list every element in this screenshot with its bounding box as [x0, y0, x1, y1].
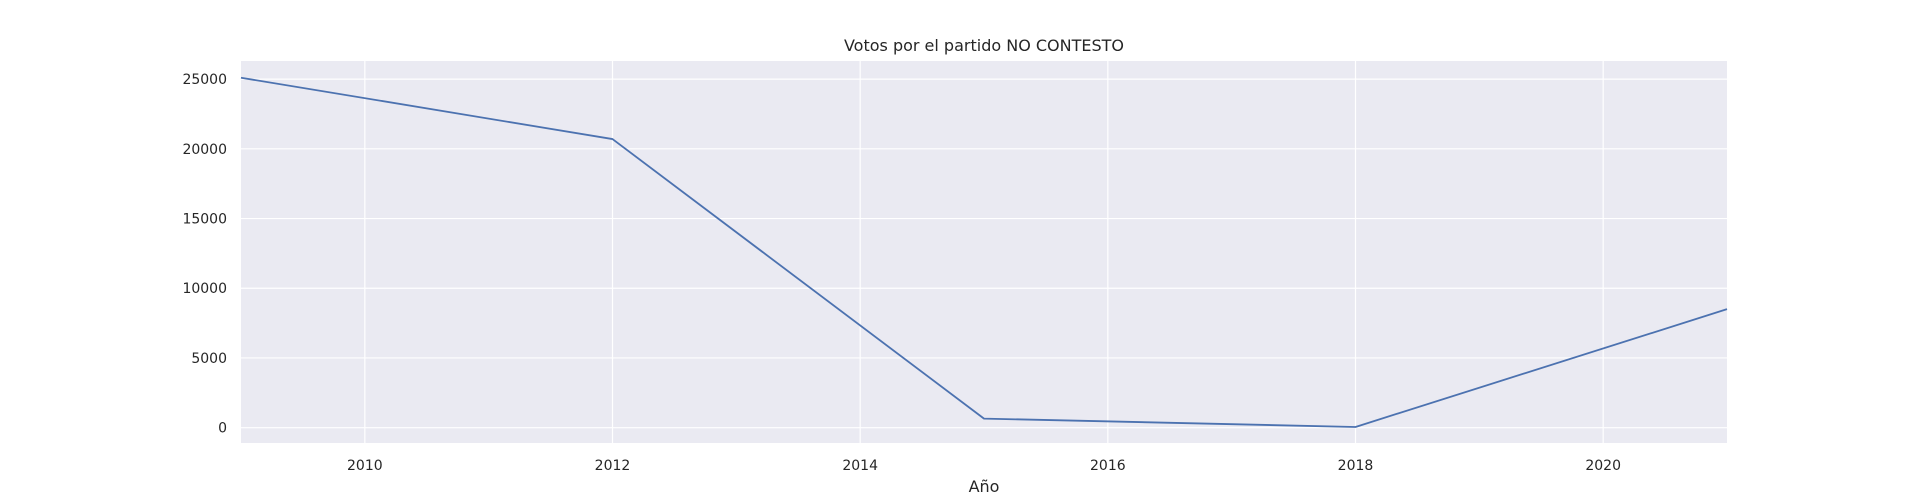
y-tick-label: 0 [218, 421, 227, 437]
y-tick-label: 10000 [182, 281, 227, 297]
grid-lines [241, 61, 1727, 443]
tick-labels: 0 5000 10000 15000 20000 25000 2010 2012 2014 201… [182, 72, 1621, 474]
x-tick-label: 2020 [1585, 458, 1621, 474]
x-axis-label: Año [969, 477, 1000, 496]
x-tick-label: 2018 [1338, 458, 1374, 474]
series-line [240, 76, 1728, 428]
y-tick-label: 5000 [191, 351, 227, 367]
x-tick-label: 2010 [347, 458, 383, 474]
y-tick-label: 15000 [182, 212, 227, 228]
plot-area [241, 61, 1727, 443]
x-tick-label: 2014 [842, 458, 878, 474]
x-tick-label: 2016 [1090, 458, 1126, 474]
y-tick-label: 20000 [182, 142, 227, 158]
chart-title: Votos por el partido NO CONTESTO [844, 36, 1124, 55]
series-layer [240, 76, 1728, 428]
y-tick-label: 25000 [182, 72, 227, 88]
x-tick-label: 2012 [595, 458, 631, 474]
